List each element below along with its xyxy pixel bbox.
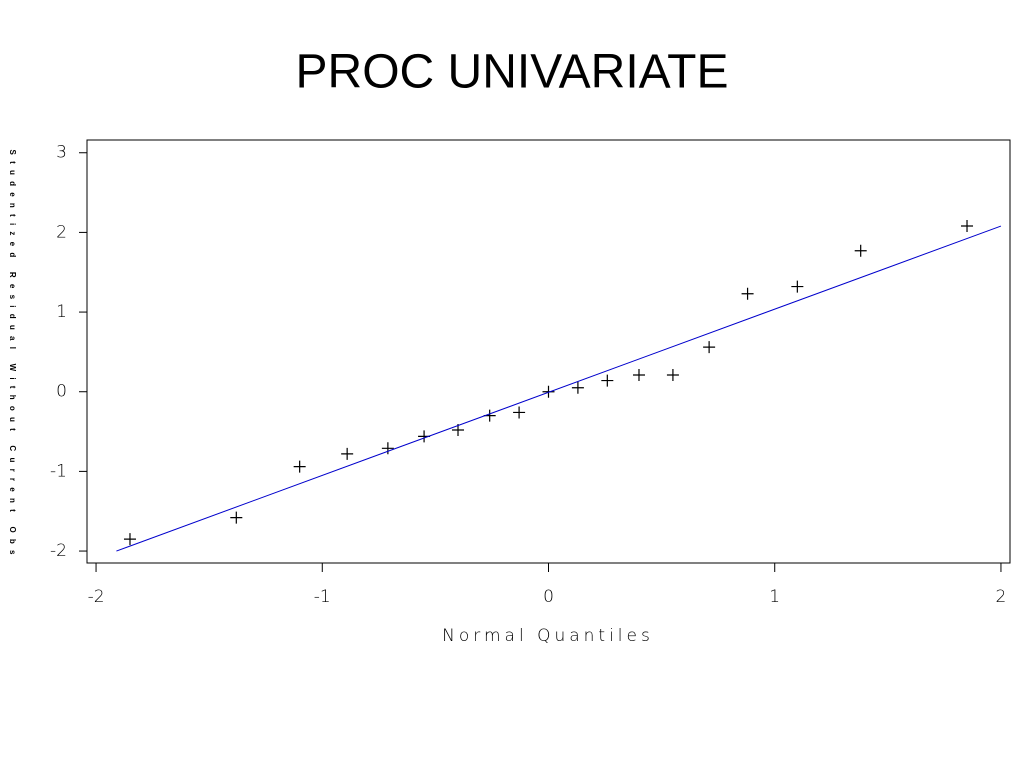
data-point — [601, 374, 614, 387]
x-tick-label: -1 — [314, 587, 331, 607]
y-tick-label: -2 — [50, 541, 67, 561]
x-tick-label: -2 — [88, 587, 105, 607]
data-point — [854, 244, 867, 257]
data-point — [666, 369, 679, 381]
data-point — [542, 385, 555, 398]
data-point — [341, 447, 354, 460]
x-tick-label: 1 — [769, 587, 780, 607]
data-point — [961, 220, 974, 233]
y-tick-label: 3 — [56, 143, 67, 163]
y-tick-label: -1 — [50, 461, 67, 481]
data-point — [741, 287, 754, 300]
data-point — [571, 381, 584, 394]
chart-title: PROC UNIVARIATE — [296, 46, 729, 99]
data-point — [293, 460, 306, 473]
data-point — [791, 280, 804, 293]
data-point — [703, 341, 716, 354]
data-point — [123, 533, 136, 546]
plot-frame — [86, 139, 1011, 564]
data-point — [230, 511, 243, 524]
y-axis-label: Studentized Residual Without Current Obs — [8, 150, 17, 556]
y-tick-label: 1 — [56, 302, 67, 322]
data-point — [381, 442, 394, 455]
y-tick-label: 0 — [56, 382, 67, 402]
x-tick-label: 2 — [996, 587, 1007, 607]
reference-line — [116, 225, 1002, 552]
x-axis-label: Normal Quantiles — [442, 626, 654, 646]
data-point — [632, 369, 645, 381]
data-point — [513, 406, 526, 419]
x-tick-label: 0 — [543, 587, 554, 607]
y-tick-label: 2 — [56, 222, 67, 242]
